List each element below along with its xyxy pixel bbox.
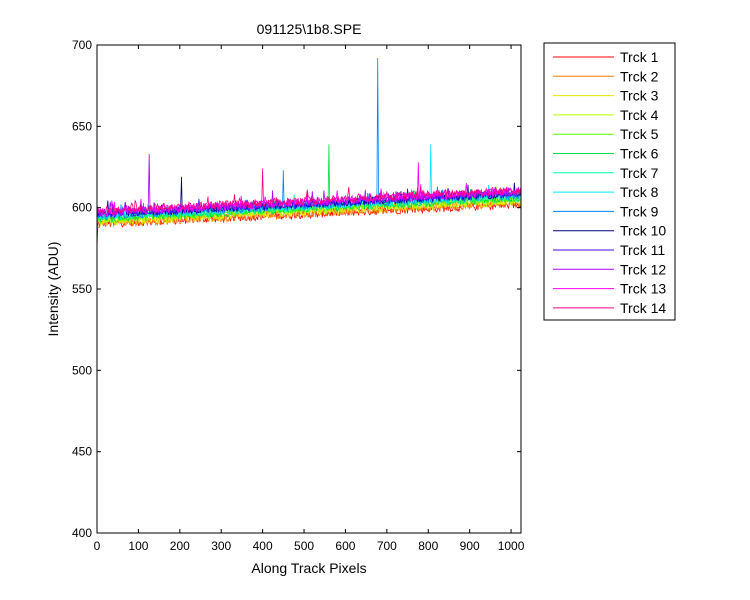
x-tick-label: 900 (460, 539, 480, 553)
legend-label: Trck 10 (620, 223, 666, 239)
x-tick-label: 500 (294, 539, 314, 553)
plot-area: 0 100 200 300 400 500 600 700 800 900 1000 400 450 5… (72, 38, 525, 553)
x-tick-label: 1000 (498, 539, 525, 553)
legend-label: Trck 5 (620, 126, 659, 142)
y-tick-label: 700 (72, 38, 92, 52)
legend-label: Trck 1 (620, 49, 659, 65)
y-tick-label: 600 (72, 201, 92, 215)
series-line-trck-13 (97, 162, 522, 217)
x-tick-label: 800 (418, 539, 438, 553)
legend-box (543, 42, 676, 321)
plot-background (97, 45, 521, 533)
y-tick-label: 400 (72, 526, 92, 540)
y-tick-label: 450 (72, 445, 92, 459)
x-tick-label: 600 (335, 539, 355, 553)
x-tick-label: 200 (170, 539, 190, 553)
legend-label: Trck 8 (620, 184, 659, 200)
y-tick-label: 550 (72, 282, 92, 296)
legend-label: Trck 13 (620, 281, 666, 297)
y-axis-ticks: 400 450 500 550 600 650 700 (72, 38, 521, 540)
series-line-trck-14 (96, 168, 522, 216)
x-tick-label: 300 (211, 539, 231, 553)
y-tick-label: 500 (72, 363, 92, 377)
legend-label: Trck 3 (620, 88, 659, 104)
legend-items: Trck 1 Trck 2 Trck 3 Trck 4 Trck 5 Trck 6 Trck… (553, 49, 666, 316)
y-axis-label: Intensity (ADU) (45, 242, 61, 337)
legend-label: Trck 12 (620, 261, 666, 277)
x-axis-ticks: 0 100 200 300 400 500 600 700 800 900 1000 (94, 45, 525, 553)
x-tick-label: 400 (253, 539, 273, 553)
x-tick-label: 700 (377, 539, 397, 553)
legend-label: Trck 2 (620, 68, 659, 84)
x-tick-label: 0 (94, 539, 101, 553)
chart-title: 091125\1b8.SPE (257, 21, 362, 37)
x-axis-label: Along Track Pixels (251, 560, 366, 576)
series-layer (96, 57, 522, 249)
legend: Trck 1 Trck 2 Trck 3 Trck 4 Trck 5 Trck 6 Trck… (543, 42, 676, 321)
x-tick-label: 100 (128, 539, 148, 553)
legend-label: Trck 6 (620, 146, 659, 162)
legend-label: Trck 14 (620, 300, 666, 316)
legend-label: Trck 11 (620, 242, 665, 258)
legend-label: Trck 9 (620, 203, 659, 219)
legend-label: Trck 4 (620, 107, 659, 123)
y-tick-label: 650 (72, 119, 92, 133)
legend-label: Trck 7 (620, 165, 659, 181)
